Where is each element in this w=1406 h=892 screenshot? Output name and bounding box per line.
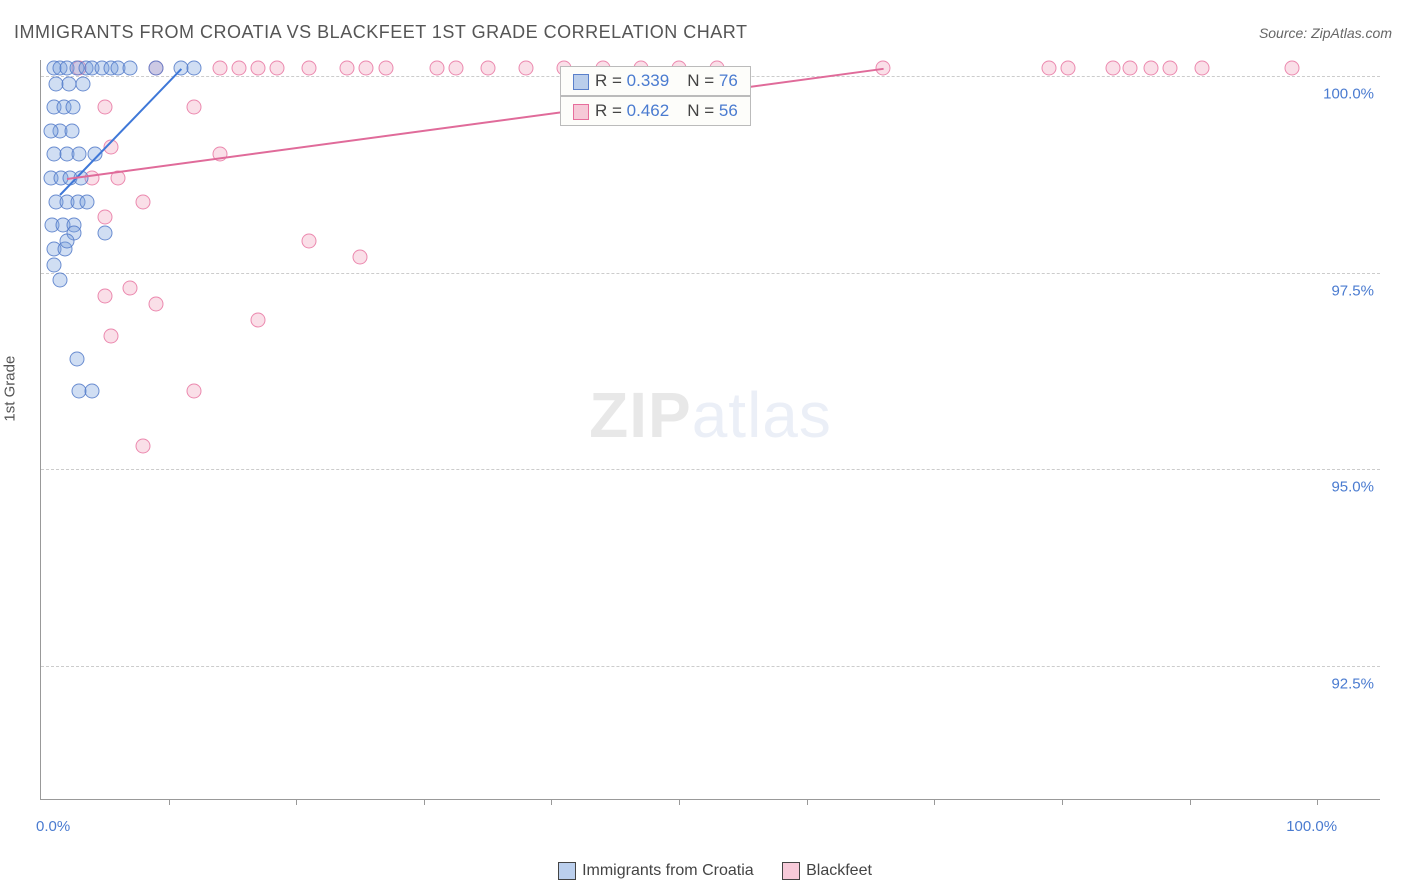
data-point — [302, 234, 317, 249]
data-point — [518, 60, 533, 75]
data-point — [448, 60, 463, 75]
y-tick-label: 97.5% — [1331, 282, 1374, 299]
data-point — [136, 194, 151, 209]
gridline — [41, 273, 1380, 274]
data-point — [97, 210, 112, 225]
r-value: 0.339 — [627, 71, 670, 90]
stat-box: R = 0.339N = 76 — [560, 66, 751, 96]
data-point — [46, 257, 61, 272]
source-label: Source: ZipAtlas.com — [1259, 25, 1392, 41]
x-tick — [296, 799, 297, 805]
x-tick-label: 100.0% — [1286, 818, 1337, 835]
y-axis-title: 1st Grade — [2, 356, 19, 422]
legend-label-1: Immigrants from Croatia — [582, 862, 754, 879]
x-tick-label: 0.0% — [36, 818, 70, 835]
x-tick — [934, 799, 935, 805]
data-point — [44, 123, 59, 138]
legend-swatch-1 — [558, 862, 576, 880]
gridline — [41, 469, 1380, 470]
data-point — [136, 438, 151, 453]
x-tick — [1317, 799, 1318, 805]
data-point — [64, 123, 79, 138]
data-point — [123, 281, 138, 296]
data-point — [378, 60, 393, 75]
legend: Immigrants from Croatia Blackfeet — [0, 862, 1406, 880]
data-point — [148, 297, 163, 312]
data-point — [1106, 60, 1121, 75]
data-point — [53, 273, 68, 288]
data-point — [359, 60, 374, 75]
stat-swatch — [573, 74, 589, 90]
data-point — [250, 60, 265, 75]
legend-swatch-2 — [782, 862, 800, 880]
data-point — [59, 234, 74, 249]
y-tick-label: 95.0% — [1331, 479, 1374, 496]
data-point — [97, 289, 112, 304]
x-tick — [807, 799, 808, 805]
stat-swatch — [573, 104, 589, 120]
gridline — [41, 666, 1380, 667]
data-point — [1195, 60, 1210, 75]
data-point — [270, 60, 285, 75]
data-point — [97, 226, 112, 241]
data-point — [480, 60, 495, 75]
data-point — [148, 60, 163, 75]
chart-title: IMMIGRANTS FROM CROATIA VS BLACKFEET 1ST… — [14, 22, 747, 43]
y-tick-label: 92.5% — [1331, 676, 1374, 693]
data-point — [187, 60, 202, 75]
data-point — [1284, 60, 1299, 75]
n-value: 76 — [719, 71, 738, 90]
data-point — [1163, 60, 1178, 75]
x-tick — [1190, 799, 1191, 805]
y-tick-label: 100.0% — [1323, 85, 1374, 102]
data-point — [1061, 60, 1076, 75]
data-point — [79, 194, 94, 209]
trend-line — [66, 68, 883, 180]
data-point — [187, 100, 202, 115]
plot-area: ZIPatlas 92.5% 95.0% 97.5% 100.0% — [40, 60, 1380, 800]
data-point — [123, 60, 138, 75]
data-point — [65, 100, 80, 115]
data-point — [302, 60, 317, 75]
data-point — [69, 352, 84, 367]
stat-box: R = 0.462N = 56 — [560, 96, 751, 126]
watermark: ZIPatlas — [589, 378, 832, 452]
x-tick — [551, 799, 552, 805]
data-point — [97, 100, 112, 115]
data-point — [340, 60, 355, 75]
x-tick — [1062, 799, 1063, 805]
data-point — [231, 60, 246, 75]
data-point — [104, 328, 119, 343]
data-point — [62, 76, 77, 91]
data-point — [187, 383, 202, 398]
n-value: 56 — [719, 101, 738, 120]
data-point — [1144, 60, 1159, 75]
r-value: 0.462 — [627, 101, 670, 120]
x-tick — [679, 799, 680, 805]
data-point — [72, 147, 87, 162]
data-point — [429, 60, 444, 75]
data-point — [212, 60, 227, 75]
legend-label-2: Blackfeet — [806, 862, 872, 879]
data-point — [1122, 60, 1137, 75]
data-point — [85, 383, 100, 398]
x-tick — [169, 799, 170, 805]
data-point — [76, 76, 91, 91]
data-point — [353, 249, 368, 264]
data-point — [1042, 60, 1057, 75]
x-tick — [424, 799, 425, 805]
data-point — [250, 312, 265, 327]
